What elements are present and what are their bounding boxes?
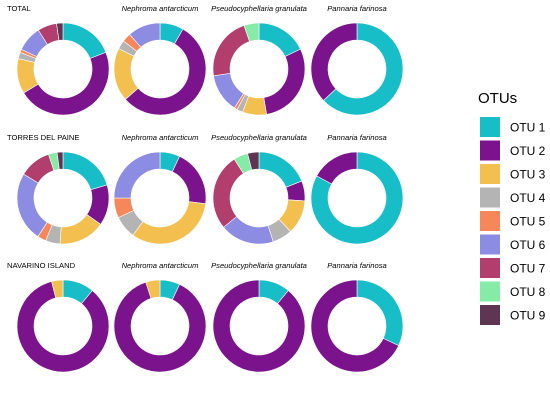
legend-item: OTU 6 bbox=[480, 234, 546, 255]
legend-swatch bbox=[480, 281, 500, 302]
panel-title: TORRES DEL PAINE bbox=[7, 133, 79, 142]
donut-slice-2 bbox=[263, 48, 306, 115]
donut-slice-9 bbox=[56, 22, 64, 41]
panel-title: NAVARINO ISLAND bbox=[7, 261, 76, 270]
legend-label: OTU 5 bbox=[510, 215, 546, 229]
donut-panel: Pseudocyphellaria granulata bbox=[211, 261, 307, 373]
donut-panel: TORRES DEL PAINE bbox=[7, 133, 110, 245]
panel-title: TOTAL bbox=[7, 4, 31, 13]
donut-slice-3 bbox=[132, 201, 206, 245]
legend-label: OTU 8 bbox=[510, 285, 546, 299]
donut-slice-2 bbox=[113, 281, 207, 373]
panel-title: Nephroma antarcticum bbox=[122, 133, 199, 142]
donut-panel: Pannaria farinosa bbox=[310, 133, 404, 245]
donut-slice-2 bbox=[212, 279, 306, 373]
donut-panel: Nephroma antarcticum bbox=[113, 133, 207, 245]
donut-slice-9 bbox=[56, 151, 64, 170]
panel-title: Pannaria farinosa bbox=[327, 133, 387, 142]
donut-slice-1 bbox=[356, 279, 404, 346]
legend-swatch bbox=[480, 305, 500, 325]
legend-swatch bbox=[480, 187, 500, 208]
donut-slice-1 bbox=[258, 22, 301, 57]
donut-slice-2 bbox=[171, 155, 207, 205]
panel-title: Nephroma antarcticum bbox=[122, 4, 199, 13]
donut-slice-1 bbox=[323, 22, 404, 116]
legend-swatch bbox=[480, 211, 500, 231]
donut-panel: Pannaria farinosa bbox=[310, 4, 404, 116]
legend-swatch bbox=[480, 164, 500, 184]
donut-slice-2 bbox=[23, 51, 110, 116]
legend-label: OTU 3 bbox=[510, 168, 546, 182]
panel-title: Pseudocyphellaria granulata bbox=[211, 4, 307, 13]
donut-slice-1 bbox=[62, 151, 108, 191]
legend-item: OTU 9 bbox=[480, 305, 546, 325]
donut-panel: Pannaria farinosa bbox=[310, 261, 404, 373]
donut-slice-2 bbox=[16, 281, 110, 373]
donut-slice-2 bbox=[310, 22, 358, 101]
donut-slice-2 bbox=[316, 151, 358, 185]
donut-slice-1 bbox=[258, 151, 303, 188]
donut-slice-7 bbox=[212, 158, 244, 228]
panel-title: Pseudocyphellaria granulata bbox=[211, 261, 307, 270]
donut-panels: TOTAL Nephroma antarcticum Pseudocyphellar… bbox=[7, 4, 404, 373]
donut-slice-6 bbox=[129, 22, 161, 48]
donut-slice-6 bbox=[16, 173, 48, 237]
legend-label: OTU 2 bbox=[510, 144, 546, 158]
legend-item: OTU 7 bbox=[480, 258, 546, 278]
donut-panel: Pseudocyphellaria granulata bbox=[211, 4, 307, 116]
donut-slice-9 bbox=[247, 151, 260, 171]
donut-slice-6 bbox=[113, 151, 161, 199]
legend-item: OTU 1 bbox=[480, 117, 546, 137]
donut-panel: Nephroma antarcticum bbox=[113, 4, 207, 116]
legend-item: OTU 8 bbox=[480, 281, 546, 302]
legend-item: OTU 2 bbox=[480, 140, 546, 161]
donut-panel: TOTAL bbox=[7, 4, 110, 116]
donut-slice-3 bbox=[51, 279, 64, 299]
legend-label: OTU 6 bbox=[510, 238, 546, 252]
legend-item: OTU 3 bbox=[480, 164, 546, 184]
legend-item: OTU 4 bbox=[480, 187, 546, 208]
panel-title: Pannaria farinosa bbox=[327, 4, 387, 13]
donut-slice-1 bbox=[310, 151, 404, 245]
legend: OTUs OTU 1 OTU 2 OTU 3 OTU 4 OTU 5 OTU 6 OTU 7 O… bbox=[478, 90, 546, 325]
panel-title: Nephroma antarcticum bbox=[122, 261, 199, 270]
legend-swatch bbox=[480, 258, 500, 278]
legend-label: OTU 9 bbox=[510, 309, 546, 323]
donut-slice-7 bbox=[212, 25, 250, 77]
donut-panel: Nephroma antarcticum bbox=[113, 261, 207, 373]
legend-title: OTUs bbox=[478, 90, 517, 107]
legend-swatch bbox=[480, 140, 500, 161]
donut-panel: NAVARINO ISLAND bbox=[7, 261, 110, 373]
panel-title: Pseudocyphellaria granulata bbox=[211, 133, 307, 142]
legend-label: OTU 1 bbox=[510, 121, 546, 135]
donut-slice-1 bbox=[62, 22, 107, 59]
legend-item: OTU 5 bbox=[480, 211, 546, 231]
legend-label: OTU 4 bbox=[510, 191, 546, 205]
legend-swatch bbox=[480, 234, 500, 255]
donut-slice-8 bbox=[243, 22, 260, 42]
panel-title: Pannaria farinosa bbox=[327, 261, 387, 270]
legend-label: OTU 7 bbox=[510, 262, 546, 276]
donut-slice-3 bbox=[145, 279, 161, 299]
donut-panel: Pseudocyphellaria granulata bbox=[211, 133, 307, 245]
legend-swatch bbox=[480, 117, 500, 137]
donut-slice-2 bbox=[124, 28, 207, 116]
donut-slice-2 bbox=[310, 279, 400, 373]
